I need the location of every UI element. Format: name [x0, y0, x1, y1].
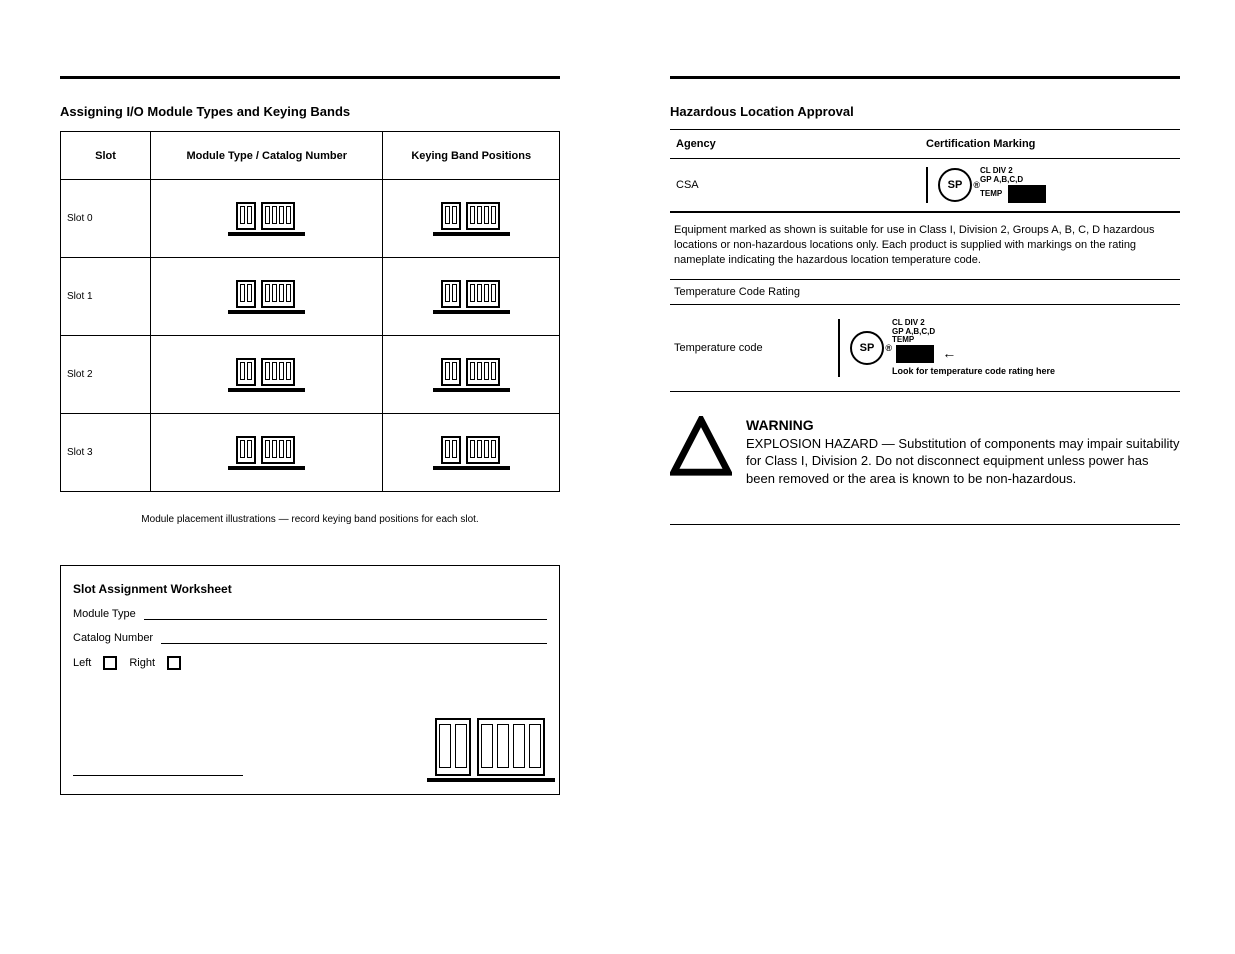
th-left: Module Type / Catalog Number [151, 132, 383, 180]
warning-text: WARNING EXPLOSION HAZARD — Substitution … [746, 416, 1180, 488]
module-cell-left [151, 258, 383, 336]
csa-rating-text: CL DIV 2 GP A,B,C,D TEMP [980, 167, 1046, 203]
ws-module-type-line[interactable] [144, 606, 547, 620]
cert-agency: CSA [670, 159, 920, 212]
ws-catalog-line[interactable] [161, 630, 547, 644]
row-label: Slot 1 [61, 258, 151, 336]
warning-block: WARNING EXPLOSION HAZARD — Substitution … [670, 416, 1180, 525]
csa-logo-icon: SP [938, 168, 972, 202]
ws-bottom-line[interactable] [73, 762, 243, 776]
table-row: Slot 3 [61, 414, 560, 492]
module-cell-right [383, 336, 560, 414]
cert-table: Agency Certification Marking CSA SP CL D… [670, 129, 1180, 212]
ws-field-label: Catalog Number [73, 632, 153, 644]
module-cell-right [383, 414, 560, 492]
module-diagram [441, 436, 502, 464]
module-cell-left [151, 180, 383, 258]
module-diagram [441, 280, 502, 308]
row-label: Slot 0 [61, 180, 151, 258]
csa-logo-icon: SP [850, 331, 884, 365]
cert-head-agency: Agency [670, 130, 920, 159]
right-top-rule [670, 76, 1180, 79]
temp-code-box [1008, 185, 1046, 203]
tempcode-caption: Look for temperature code rating here [892, 367, 1055, 377]
temp-code-box [896, 345, 934, 363]
module-diagram [236, 436, 297, 464]
slot-table: Slot Module Type / Catalog Number Keying… [60, 131, 560, 492]
module-cell-left [151, 414, 383, 492]
worksheet-title: Slot Assignment Worksheet [73, 582, 547, 596]
row-label: Slot 3 [61, 414, 151, 492]
left-section-title: Assigning I/O Module Types and Keying Ba… [60, 104, 560, 119]
tempcode-row: Temperature code SP CL DIV 2 GP A,B,C,D … [670, 305, 1180, 392]
ws-field-label: Module Type [73, 608, 136, 620]
ws-check-right-label: Right [129, 657, 155, 669]
cert-head-mark: Certification Marking [920, 130, 1180, 159]
right-column: Hazardous Location Approval Agency Certi… [670, 80, 1180, 525]
left-top-rule [60, 76, 560, 79]
table-row: Slot 1 [61, 258, 560, 336]
module-cell-right [383, 180, 560, 258]
module-cell-right [383, 258, 560, 336]
ws-checkbox-left[interactable] [103, 656, 117, 670]
tempcode-text: Temperature code [674, 342, 824, 354]
module-diagram [441, 358, 502, 386]
table-row: Slot 2 [61, 336, 560, 414]
arrow-left-icon: ← [942, 346, 956, 361]
left-column: Assigning I/O Module Types and Keying Ba… [60, 80, 560, 795]
module-cell-left [151, 336, 383, 414]
th-slot: Slot [61, 132, 151, 180]
ws-check-left-label: Left [73, 657, 91, 669]
csa-mark-cell: SP CL DIV 2 GP A,B,C,D TEMP [920, 159, 1180, 212]
warning-triangle-icon [670, 416, 732, 483]
temp-code-label: Temperature Code Rating [670, 280, 1180, 305]
module-diagram [236, 280, 297, 308]
row-label: Slot 2 [61, 336, 151, 414]
table-row: Slot 0 [61, 180, 560, 258]
module-diagram-large [435, 718, 547, 776]
worksheet-box: Slot Assignment Worksheet Module Type Ca… [60, 565, 560, 795]
table-caption: Module placement illustrations — record … [60, 514, 560, 525]
right-section-title: Hazardous Location Approval [670, 104, 1180, 119]
module-diagram [441, 202, 502, 230]
module-diagram [236, 358, 297, 386]
module-diagram [236, 202, 297, 230]
warning-heading: WARNING [746, 416, 1180, 435]
ws-checkbox-right[interactable] [167, 656, 181, 670]
th-right: Keying Band Positions [383, 132, 560, 180]
warning-body: EXPLOSION HAZARD — Substitution of compo… [746, 435, 1180, 488]
open-type-note: Equipment marked as shown is suitable fo… [670, 212, 1180, 280]
csa-rating-text: CL DIV 2 GP A,B,C,D TEMP ← Look for temp… [892, 319, 1055, 377]
